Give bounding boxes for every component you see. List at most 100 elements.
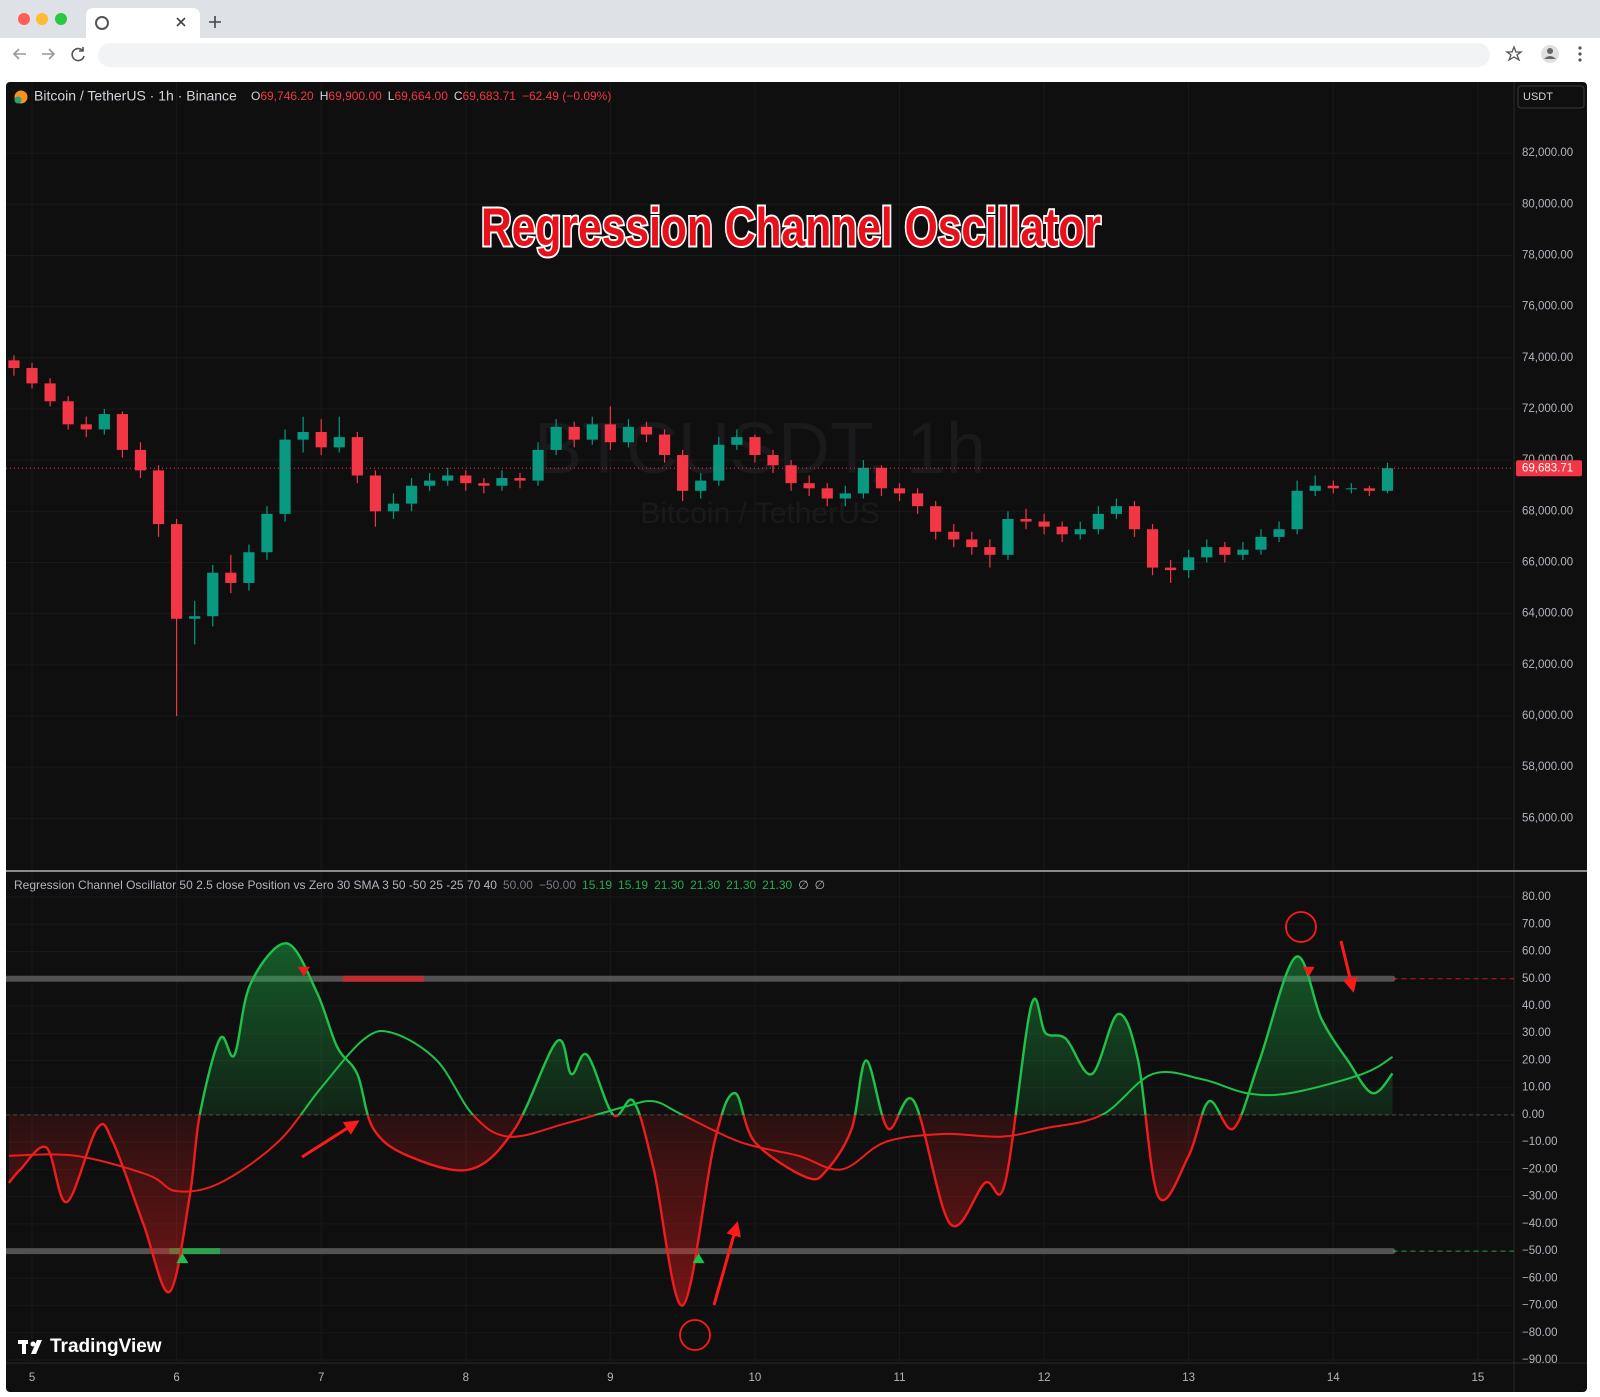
low: 69,664.00 [394,89,448,103]
x-tick-label: 6 [173,1372,179,1384]
annotation-circle [679,1319,711,1351]
candle-body [857,467,869,494]
tab[interactable] [86,8,200,38]
x-tick-label: 7 [318,1372,324,1384]
x-tick-label: 11 [894,1372,906,1384]
bookmark-star[interactable] [1505,45,1523,62]
axes: 5 6 7 8 9 10 11 12 13 14 15 56,000.00 58,000.00 60,00… [29,147,1582,1384]
x-tick-label: 10 [749,1372,762,1384]
candle-body [1074,529,1086,535]
reload-button[interactable] [71,47,85,62]
minimize-window[interactable] [36,13,48,25]
candle-body [930,506,942,532]
candle-body [134,449,147,471]
forward-button[interactable] [42,48,56,60]
legend-text: Regression Channel Oscillator 50 2.5 clo… [14,878,497,892]
candle-body [586,424,598,440]
candle-body [1092,513,1104,530]
logo-text: TradingView [50,1336,162,1357]
y-tick-label: 60.00 [1522,946,1551,958]
tab-close[interactable] [176,17,186,27]
y-tick-label: 62,000.00 [1522,659,1573,671]
address-bar[interactable] [98,43,1490,67]
candle-body [713,444,725,481]
sell-signal [1302,966,1315,977]
candle-body [893,488,906,494]
legend-value: 15.19 [582,878,612,892]
candle-body [405,485,418,504]
legend-value: −50.00 [539,878,576,892]
y-tick-label: −30.00 [1522,1191,1558,1203]
y-tick-label: 50.00 [1522,973,1551,985]
candle-body [261,513,273,553]
y-tick-label: −80.00 [1522,1327,1558,1339]
candle-body [821,488,833,499]
candle-body [152,470,165,525]
candle-body [911,493,924,507]
x-tick-label: 12 [1038,1372,1051,1384]
candle-body [116,414,128,450]
candle-body [1381,468,1394,491]
candle-body [658,434,671,456]
candle-body [622,426,635,443]
candle-body [44,383,56,402]
candle-body [279,439,291,514]
logo-icon [18,1340,42,1354]
candle-body [442,475,454,481]
legend-value: 21.30 [690,878,720,892]
y-tick-label: 10.00 [1522,1082,1551,1094]
profile-body [1544,56,1556,59]
candle-body [640,426,653,435]
candle-body [460,475,472,484]
legend-value: ∅ [815,878,825,892]
candle-body [1327,485,1339,489]
back-button[interactable] [12,48,26,60]
candle-body [1255,536,1267,550]
currency[interactable]: USDT [1523,91,1553,103]
y-tick-label: 40.00 [1522,1000,1551,1012]
y-tick-label: −40.00 [1522,1218,1558,1230]
y-tick-label: 82,000.00 [1522,147,1573,159]
legend-value: 15.19 [618,878,648,892]
candle-body [948,531,960,540]
o-label: O [251,89,260,103]
candle-body [767,455,779,466]
candle-body [514,478,526,481]
candle-body [1128,506,1141,530]
candle-body [1363,488,1376,491]
high: 69,900.00 [328,89,382,103]
y-tick-label: 30.00 [1522,1027,1551,1039]
y-tick-label: −90.00 [1522,1354,1558,1366]
y-tick-label: −20.00 [1522,1163,1558,1175]
candle-body [207,572,219,617]
legend-value: ∅ [798,878,808,892]
candle-body [1201,547,1213,558]
candle-body [1273,529,1285,537]
candle-body [225,572,237,583]
candle-body [1056,526,1068,535]
candle-body [80,424,92,430]
oscillator-line [7,942,1394,1307]
candle-body [387,503,400,512]
candle-body [243,552,255,583]
candle-body [478,483,490,486]
candle-body [171,524,183,619]
x-tick-label: 14 [1327,1372,1340,1384]
candle-body [839,493,851,499]
candle-body [803,483,815,489]
c-label: C [454,89,463,103]
close-window[interactable] [18,13,30,25]
annotation-arrow [301,1120,360,1159]
currency-box[interactable] [1517,85,1585,109]
y-tick-label: 56,000.00 [1522,812,1573,824]
menu-button[interactable] [1578,46,1582,62]
candle-body [1345,488,1357,490]
candle-body [1165,567,1177,571]
new-tab[interactable] [209,16,221,28]
candle-body [98,414,110,430]
y-tick-label: 80,000.00 [1522,198,1573,210]
maximize-window[interactable] [55,13,67,25]
y-tick-label: 70.00 [1522,918,1551,930]
chart-container [6,82,1587,1392]
